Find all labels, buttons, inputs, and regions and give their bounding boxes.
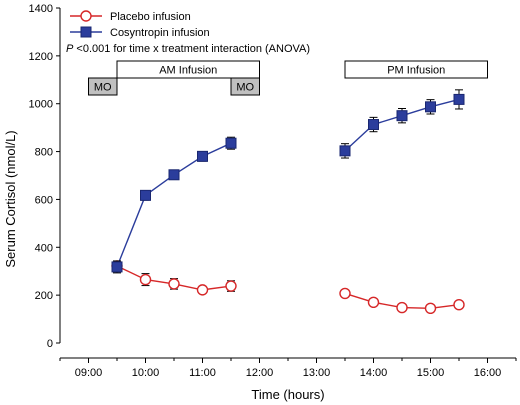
legend-placebo-label: Placebo infusion xyxy=(110,11,191,23)
cosyntropin-point xyxy=(111,261,123,273)
x-tick-label: 11:00 xyxy=(189,367,216,379)
series-line xyxy=(344,98,460,152)
y-tick-label: 0 xyxy=(47,338,53,350)
placebo-point xyxy=(453,299,465,311)
x-tick-label: 15:00 xyxy=(417,367,445,379)
placebo-point xyxy=(139,273,152,286)
y-tick-label: 800 xyxy=(35,147,53,159)
stat-annotation: P <0.001 for time x treatment interactio… xyxy=(66,43,310,55)
cosyntropin-point xyxy=(396,110,408,122)
placebo-point xyxy=(196,284,209,296)
x-tick-label: 13:00 xyxy=(303,367,331,379)
mo-label: MO xyxy=(94,82,112,94)
legend-cosyntropin-label: Cosyntropin infusion xyxy=(110,27,210,39)
cosyntropin-point xyxy=(368,119,379,131)
cosyntropin-point xyxy=(197,150,208,162)
x-tick-label: 12:00 xyxy=(246,367,274,379)
series-layer xyxy=(111,89,465,315)
phase-label: PM Infusion xyxy=(387,65,445,77)
placebo-point xyxy=(396,301,408,314)
series-line xyxy=(116,142,232,268)
phase-box xyxy=(344,60,488,79)
cosyntropin-point xyxy=(140,189,151,201)
cosyntropin-point xyxy=(168,169,180,181)
placebo-point xyxy=(168,278,180,290)
stat-annotation-text: <0.001 for time x treatment interaction … xyxy=(73,43,310,55)
y-tick-label: 600 xyxy=(35,194,53,206)
y-tick-label: 1000 xyxy=(29,99,53,111)
x-axis-title: Time (hours) xyxy=(251,387,324,402)
phase-box xyxy=(116,60,260,79)
legend: Placebo infusion Cosyntropin infusion P … xyxy=(66,10,310,55)
y-tick-label: 1400 xyxy=(29,3,53,15)
mo-label: MO xyxy=(236,82,254,94)
axes: 0 200 400 600 800 1000 1200 1400 09:00 10:00 11:00… xyxy=(29,3,517,379)
placebo-point xyxy=(225,280,237,292)
legend-placebo-marker xyxy=(80,10,92,22)
x-tick-label: 14:00 xyxy=(360,367,388,379)
x-tick-label: 16:00 xyxy=(474,367,502,379)
infusion-phases: AM Infusion PM Infusion MO MO xyxy=(88,60,488,96)
legend-cosyntropin-marker xyxy=(80,26,92,38)
p-symbol: P xyxy=(66,43,74,55)
mo-box xyxy=(88,77,118,96)
placebo-point xyxy=(339,287,351,300)
mo-box xyxy=(230,77,260,96)
cosyntropin-point xyxy=(225,137,237,149)
cosyntropin-point xyxy=(425,101,436,113)
y-tick-label: 400 xyxy=(35,242,53,254)
y-tick-label: 1200 xyxy=(29,51,53,63)
phase-label: AM Infusion xyxy=(159,65,217,77)
y-axis-title: Serum Cortisol (nmol/L) xyxy=(3,130,18,267)
x-tick-label: 09:00 xyxy=(75,367,103,379)
cosyntropin-point xyxy=(339,145,351,157)
y-tick-label: 200 xyxy=(35,290,53,302)
x-tick-label: 10:00 xyxy=(132,367,160,379)
placebo-point xyxy=(424,302,437,315)
placebo-point xyxy=(367,296,380,309)
cosyntropin-point xyxy=(453,93,465,105)
